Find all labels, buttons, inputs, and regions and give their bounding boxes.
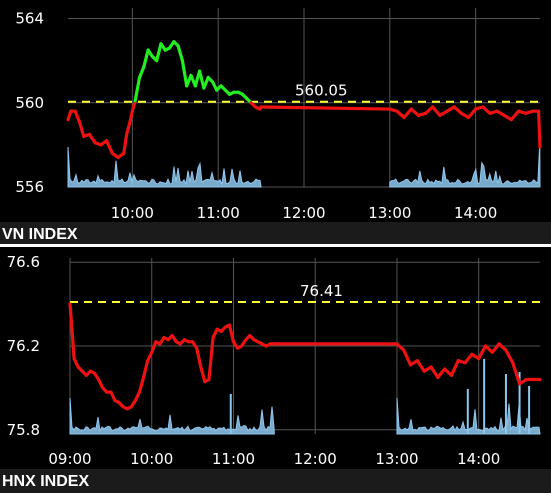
x-tick-label: 14:00 bbox=[457, 450, 500, 468]
price-segment bbox=[69, 319, 76, 361]
y-tick-label: 76.6 bbox=[7, 253, 40, 271]
price-segment bbox=[449, 359, 460, 377]
hnx-index-panel: 76.41 75.8 76.2 76.6 09:00 10:00 11:00 12:00 1… bbox=[0, 253, 551, 493]
x-tick-label: 11:00 bbox=[197, 204, 240, 222]
price-segment bbox=[87, 132, 97, 145]
x-tick-label: 11:00 bbox=[212, 450, 255, 468]
x-tick-label: 13:00 bbox=[375, 450, 418, 468]
price-segment bbox=[207, 336, 215, 382]
y-tick-label: 75.8 bbox=[7, 421, 40, 439]
x-tick-label: 10:00 bbox=[130, 450, 173, 468]
x-tick-label: 12:00 bbox=[294, 450, 337, 468]
volume-area bbox=[69, 397, 275, 435]
vn-x-ticks: 10:00 11:00 12:00 13:00 14:00 bbox=[111, 204, 498, 222]
vn-volume-bars bbox=[67, 141, 541, 188]
price-segment bbox=[477, 344, 488, 361]
volume-area bbox=[396, 397, 541, 435]
price-segment bbox=[105, 139, 114, 155]
price-segment bbox=[199, 365, 207, 384]
price-segment bbox=[155, 42, 163, 63]
hnx-x-ticks: 09:00 10:00 11:00 12:00 13:00 14:00 bbox=[48, 450, 500, 468]
y-tick-label: 556 bbox=[15, 178, 44, 196]
price-segment bbox=[141, 359, 150, 380]
hnx-y-ticks: 75.8 76.2 76.6 bbox=[7, 253, 40, 439]
y-tick-label: 564 bbox=[15, 10, 44, 28]
price-segment bbox=[137, 65, 146, 80]
price-segment bbox=[504, 348, 515, 365]
price-segment bbox=[431, 105, 442, 118]
price-segment bbox=[429, 365, 440, 380]
y-tick-label: 560 bbox=[15, 94, 44, 112]
price-segment bbox=[466, 107, 478, 120]
price-segment bbox=[77, 120, 86, 139]
price-segment bbox=[490, 342, 501, 354]
price-segment bbox=[133, 75, 142, 103]
vn-reference-label: 560.05 bbox=[295, 82, 348, 100]
hnx-price-line bbox=[68, 302, 542, 411]
price-segment bbox=[176, 44, 185, 63]
hnx-title-bar bbox=[0, 469, 551, 493]
price-segment bbox=[197, 69, 206, 90]
price-segment bbox=[130, 99, 137, 113]
volume-area bbox=[67, 146, 262, 188]
price-segment bbox=[259, 105, 392, 111]
vn-title: VN INDEX bbox=[2, 226, 78, 243]
y-tick-label: 76.2 bbox=[7, 337, 40, 355]
price-segment bbox=[402, 107, 413, 120]
price-segment bbox=[202, 75, 210, 90]
price-segment bbox=[73, 109, 82, 124]
price-segment bbox=[227, 323, 236, 344]
hnx-title: HNX INDEX bbox=[2, 473, 89, 490]
price-segment bbox=[150, 340, 158, 354]
hnx-volume-bars bbox=[69, 358, 541, 435]
price-segment bbox=[137, 375, 146, 394]
price-segment bbox=[180, 59, 189, 88]
vn-y-ticks: 556 560 564 bbox=[15, 10, 44, 196]
x-tick-label: 12:00 bbox=[282, 204, 325, 222]
price-segment bbox=[415, 359, 426, 373]
volume-area bbox=[389, 141, 541, 188]
x-tick-label: 09:00 bbox=[48, 450, 91, 468]
price-segment bbox=[195, 346, 203, 369]
hnx-reference-label: 76.41 bbox=[300, 282, 343, 300]
price-segment bbox=[125, 122, 132, 136]
price-segment bbox=[436, 367, 447, 380]
price-segment bbox=[463, 352, 474, 365]
price-segment bbox=[402, 348, 413, 367]
vn-index-panel: 560.05 556 560 564 10:00 11:00 12:00 13:00 14:… bbox=[0, 8, 551, 244]
price-segment bbox=[127, 109, 134, 126]
price-segment bbox=[511, 361, 522, 386]
x-tick-label: 10:00 bbox=[111, 204, 154, 222]
x-tick-label: 13:00 bbox=[368, 204, 411, 222]
price-segment bbox=[142, 48, 150, 69]
vn-title-bar bbox=[0, 222, 551, 244]
price-segment bbox=[509, 109, 521, 122]
price-segment bbox=[68, 302, 73, 323]
price-segment bbox=[536, 109, 542, 149]
vn-price-line bbox=[66, 40, 542, 160]
panel-divider bbox=[0, 244, 551, 247]
price-segment bbox=[122, 132, 129, 155]
x-tick-label: 14:00 bbox=[454, 204, 497, 222]
